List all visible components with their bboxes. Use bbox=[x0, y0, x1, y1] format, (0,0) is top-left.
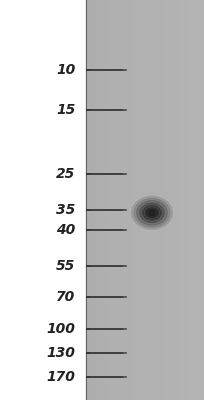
Text: 15: 15 bbox=[56, 103, 75, 117]
Text: 55: 55 bbox=[56, 259, 75, 273]
Ellipse shape bbox=[148, 210, 156, 216]
Text: 40: 40 bbox=[56, 223, 75, 237]
Text: 100: 100 bbox=[47, 322, 75, 336]
Text: 35: 35 bbox=[56, 203, 75, 217]
Ellipse shape bbox=[137, 200, 167, 225]
Ellipse shape bbox=[132, 196, 172, 229]
Text: 130: 130 bbox=[47, 346, 75, 360]
Text: 25: 25 bbox=[56, 167, 75, 181]
Ellipse shape bbox=[143, 206, 161, 220]
Bar bbox=[86, 0, 204, 400]
Text: 10: 10 bbox=[56, 63, 75, 77]
Ellipse shape bbox=[146, 208, 158, 218]
Ellipse shape bbox=[134, 198, 170, 227]
Ellipse shape bbox=[140, 203, 164, 223]
Text: 170: 170 bbox=[47, 370, 75, 384]
Text: 70: 70 bbox=[56, 290, 75, 304]
